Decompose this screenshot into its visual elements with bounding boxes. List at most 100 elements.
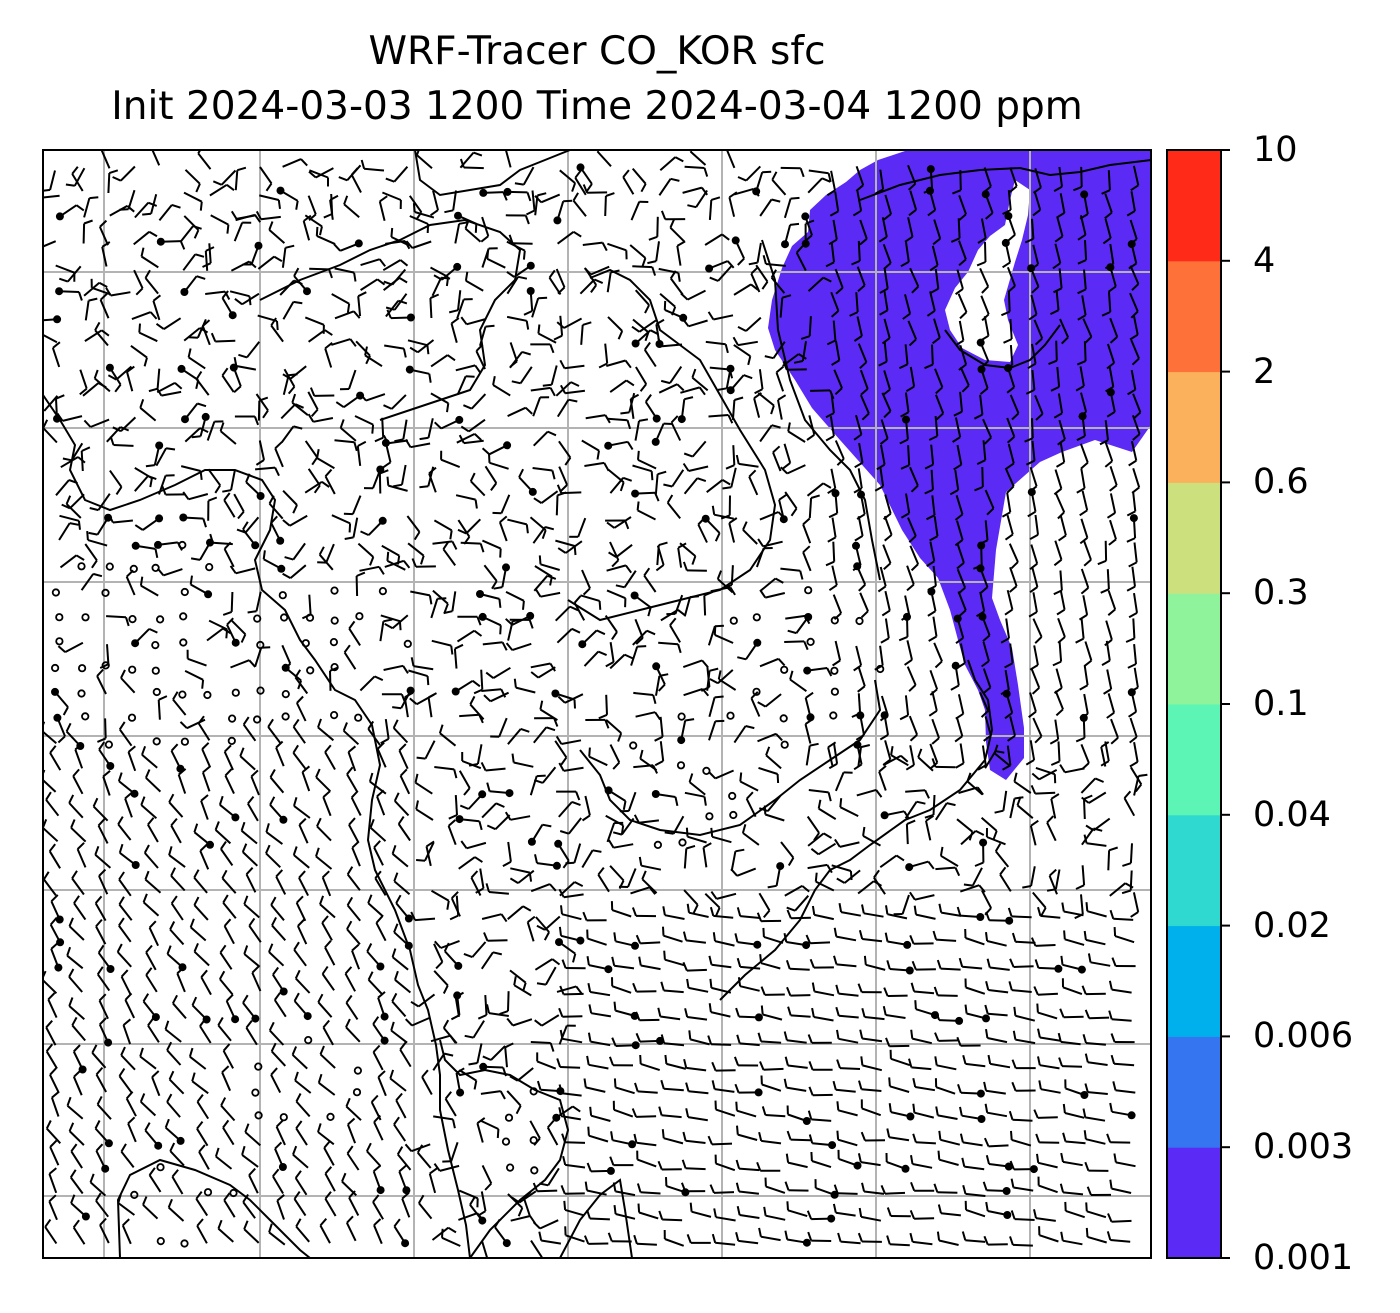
wind-barb-feather [958,213,967,221]
wind-barb-feather [980,710,989,718]
wind-barb-staff [884,618,890,639]
wind-barb-feather [499,1010,509,1016]
wind-barb-feather [762,170,772,174]
wind-barb-staff [586,1189,607,1196]
wind-barb-feather [65,495,72,505]
wind-barb-feather [782,462,791,470]
station-dot [106,762,115,770]
wind-barb-staff [685,1167,706,1171]
wind-barb-feather [221,290,229,299]
wind-barb-feather [684,1008,689,1018]
wind-barb-staff [732,445,736,466]
wind-barb-feather [958,609,967,617]
wind-barb-staff [661,1114,682,1119]
wind-barb-feather [491,580,498,590]
wind-barb-feather [584,1181,588,1191]
wind-barb-feather [418,1194,425,1204]
wind-barb-staff [141,754,158,769]
wind-barb-staff [1059,589,1066,610]
wind-barb-staff [268,229,286,244]
wind-barb-feather [261,646,271,649]
wind-barb-feather [97,818,106,827]
wind-barb-feather [324,342,333,350]
wind-barb-feather [295,895,304,904]
wind-barb-feather [382,434,389,444]
wind-barb-staff [1129,717,1138,738]
wind-barb-feather [214,1147,220,1157]
wind-barb-feather [512,618,522,623]
station-dot [376,1186,385,1195]
wind-barb-feather [315,847,320,857]
wind-barb-feather [348,817,356,826]
wind-barb-staff [107,173,111,194]
calm-wind-marker [329,710,339,720]
wind-barb-staff [509,969,527,984]
wind-barb-feather [597,866,605,876]
wind-barb-feather [637,1203,641,1213]
wind-barb-staff [220,1104,236,1122]
wind-barb-staff [270,904,285,921]
wind-barb-staff [1038,1184,1058,1194]
wind-barb-staff [609,653,626,670]
wind-barb-feather [346,766,354,775]
wind-barb-staff [960,830,977,846]
station-dot [176,1136,185,1145]
wind-barb-feather [1024,437,1034,443]
wind-barb-staff [1062,986,1083,996]
wind-barb-feather [248,260,257,269]
wind-barb-staff [739,1042,760,1047]
wind-barb-feather [364,346,368,356]
wind-barb-staff [708,720,717,741]
wind-barb-feather [49,1067,57,1076]
wind-barb-staff [242,851,258,867]
wind-barb-staff [274,448,284,468]
wind-barb-staff [488,1012,509,1017]
wind-barb-staff [697,524,708,543]
wind-barb-feather [863,955,867,965]
calm-wind-marker [205,562,214,572]
wind-barb-feather [1108,846,1119,852]
station-dot [478,1216,487,1225]
wind-barb-staff [424,842,435,862]
wind-barb-staff [1015,1014,1036,1022]
wind-barb-staff [663,1137,684,1145]
wind-barb-feather [472,680,481,688]
wind-barb-feather [1053,487,1063,496]
wind-barb-feather [883,562,892,571]
wind-barb-feather [208,496,218,502]
wind-barb-feather [581,814,591,822]
wind-barb-staff [482,641,503,646]
wind-barb-staff [706,479,724,493]
wind-barb-feather [511,380,521,385]
wind-barb-feather [1003,338,1013,344]
wind-barb-staff [938,1039,959,1042]
wind-barb-feather [683,452,694,458]
wind-barb-staff [742,832,760,846]
wind-barb-staff [489,461,509,470]
wind-barb-staff [907,164,917,185]
wind-barb-feather [377,991,386,999]
wind-barb-staff [580,324,584,345]
wind-barb-feather [366,1142,372,1152]
wind-barb-feather [571,800,581,807]
wind-barb-feather [473,1080,478,1090]
wind-barb-staff [579,278,596,295]
wind-barb-feather [369,818,375,829]
wind-barb-feather [469,472,476,482]
calm-wind-marker [505,1163,515,1172]
wind-barb-feather [469,1196,476,1206]
wind-barb-feather [154,548,159,558]
station-dot [677,736,686,745]
wind-barb-staff [1033,319,1044,339]
wind-barb-staff [711,1142,733,1146]
wind-barb-feather [444,209,454,214]
wind-barb-feather [558,762,565,772]
wind-barb-feather [884,534,893,542]
station-dot [505,789,514,798]
wind-barb-staff [1107,590,1117,610]
wind-barb-staff [145,974,158,993]
wind-barb-staff [295,1100,311,1118]
wind-barb-staff [564,389,586,395]
station-dot [631,339,640,348]
wind-barb-staff [634,289,650,306]
